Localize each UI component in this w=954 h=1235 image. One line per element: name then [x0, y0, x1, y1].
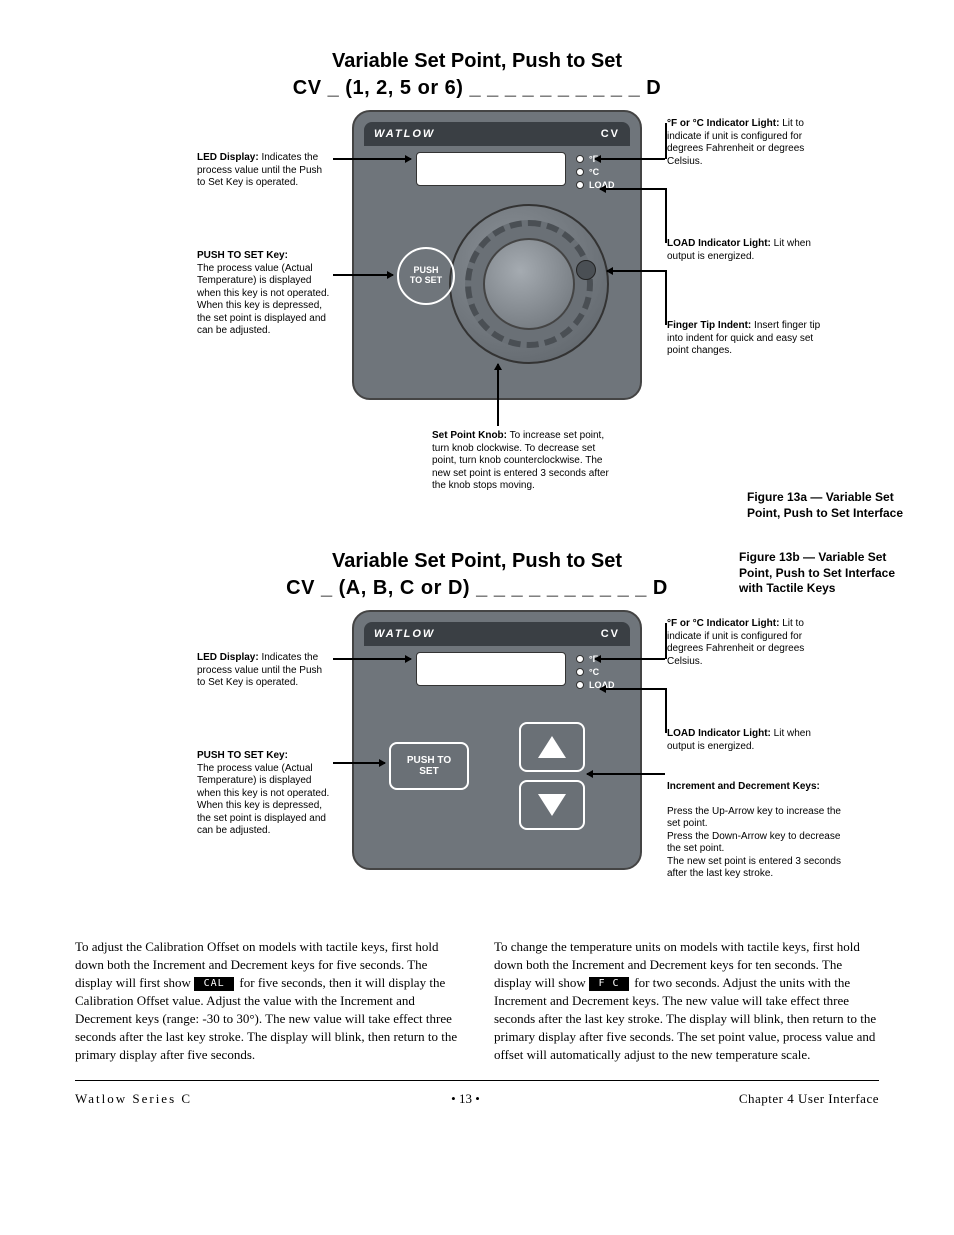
callout-push-label: PUSH TO SET Key: — [197, 250, 288, 261]
arrow-fc2 — [595, 658, 665, 660]
model-label: CV — [601, 128, 620, 140]
callout-load-label: LOAD Indicator Light: — [667, 238, 771, 249]
callout-led2: LED Display: Indicates the process value… — [197, 652, 332, 690]
callout-fc2-label: °F or °C Indicator Light: — [667, 618, 779, 629]
dot-f — [576, 155, 584, 163]
section1-title: Variable Set Point, Push to Set — [75, 50, 879, 73]
callout-knob: Set Point Knob: To increase set point, t… — [432, 430, 612, 493]
body-columns: To adjust the Calibration Offset on mode… — [75, 938, 879, 1064]
footer-rule — [75, 1080, 879, 1081]
led-c: °C — [589, 167, 599, 177]
page-footer: Watlow Series C • 13 • Chapter 4 User In… — [75, 1091, 879, 1107]
push-label2: PUSH TO SET — [407, 755, 451, 777]
arrow-push — [333, 274, 393, 276]
footer-left: Watlow Series C — [75, 1091, 192, 1107]
push-to-set-ring[interactable]: PUSH TO SET — [397, 247, 455, 305]
callout-load2: LOAD Indicator Light: Lit when output is… — [667, 728, 827, 753]
lcd-display2 — [416, 652, 566, 686]
dot-f2 — [576, 655, 584, 663]
footer-center: • 13 • — [451, 1091, 480, 1107]
push-to-set-button[interactable]: PUSH TO SET — [389, 742, 469, 790]
arrow-fc2-v — [665, 623, 667, 659]
callout-push2: PUSH TO SET Key: The process value (Actu… — [197, 750, 332, 838]
knob-assembly[interactable] — [449, 204, 609, 364]
section-1: Variable Set Point, Push to Set CV _ (1,… — [75, 50, 879, 540]
dot-load — [576, 181, 584, 189]
figure-13a-caption: Figure 13a — Variable Set Point, Push to… — [747, 490, 917, 521]
dot-c — [576, 168, 584, 176]
callout-fc-label: °F or °C Indicator Light: — [667, 118, 779, 129]
callout-led2-label: LED Display: — [197, 652, 259, 663]
arrow-led2 — [333, 658, 411, 660]
callout-push: PUSH TO SET Key: The process value (Actu… — [197, 250, 332, 338]
callout-incdec-label: Increment and Decrement Keys: — [667, 781, 820, 792]
arrow-led — [333, 158, 411, 160]
device1-topbar: WATLOW CV — [364, 122, 630, 146]
finger-indent[interactable] — [576, 260, 596, 280]
dot-load2 — [576, 681, 584, 689]
arrow-load-v — [665, 188, 667, 243]
callout-knob-label: Set Point Knob: — [432, 430, 507, 441]
down-arrow-icon — [538, 794, 566, 816]
callout-incdec-text: Press the Up-Arrow key to increase the s… — [667, 806, 841, 880]
arrow-incdec — [587, 773, 665, 775]
arrow-load — [600, 188, 665, 190]
page: Variable Set Point, Push to Set CV _ (1,… — [0, 0, 954, 1235]
device1-panel: WATLOW CV °F °C LOAD PUSH TO SET — [352, 110, 642, 400]
push-label: PUSH TO SET — [410, 266, 442, 286]
callout-fc: °F or °C Indicator Light: Lit to indicat… — [667, 118, 827, 168]
callout-load2-label: LOAD Indicator Light: — [667, 728, 771, 739]
callout-finger-label: Finger Tip Indent: — [667, 320, 751, 331]
callout-push2-label: PUSH TO SET Key: — [197, 750, 288, 761]
up-arrow-icon — [538, 736, 566, 758]
lcd-display — [416, 152, 566, 186]
arrow-finger — [607, 270, 665, 272]
device2-panel: WATLOW CV °F °C LOAD PUSH TO SET — [352, 610, 642, 870]
led-c2: °C — [589, 667, 599, 677]
brand-label: WATLOW — [374, 128, 435, 140]
callout-led-label: LED Display: — [197, 152, 259, 163]
model-label2: CV — [601, 628, 620, 640]
arrow-knob — [497, 364, 499, 426]
brand-label2: WATLOW — [374, 628, 435, 640]
dot-c2 — [576, 668, 584, 676]
col-right: To change the temperature units on model… — [494, 938, 879, 1064]
arrow-push2 — [333, 762, 385, 764]
arrow-fc — [595, 158, 665, 160]
device1-wrap: WATLOW CV °F °C LOAD PUSH TO SET — [207, 110, 747, 540]
figure-13b-caption: Figure 13b — Variable Set Point, Push to… — [739, 550, 909, 597]
arrow-finger-v — [665, 270, 667, 325]
inset-fc: F C — [589, 977, 629, 991]
knob-inner — [483, 238, 575, 330]
callout-led: LED Display: Indicates the process value… — [197, 152, 332, 190]
increment-button[interactable] — [519, 722, 585, 772]
footer-right: Chapter 4 User Interface — [739, 1091, 879, 1107]
section1-subtitle: CV _ (1, 2, 5 or 6) _ _ _ _ _ _ _ _ _ _ … — [75, 77, 879, 100]
callout-incdec: Increment and Decrement Keys: Press the … — [667, 768, 852, 881]
callout-push2-text: The process value (Actual Temperature) i… — [197, 763, 329, 837]
inset-cal: CAL — [194, 977, 234, 991]
callout-finger: Finger Tip Indent: Insert finger tip int… — [667, 320, 827, 358]
callout-push-text: The process value (Actual Temperature) i… — [197, 263, 329, 337]
arrow-load2 — [600, 688, 665, 690]
arrow-fc-v — [665, 123, 667, 159]
arrow-load2-v — [665, 688, 667, 733]
decrement-button[interactable] — [519, 780, 585, 830]
col-left: To adjust the Calibration Offset on mode… — [75, 938, 460, 1064]
knob-outer — [449, 204, 609, 364]
callout-load: LOAD Indicator Light: Lit when output is… — [667, 238, 827, 263]
section-2: Variable Set Point, Push to Set CV _ (A,… — [75, 550, 879, 910]
device2-wrap: WATLOW CV °F °C LOAD PUSH TO SET LED Dis… — [207, 610, 747, 910]
callout-fc2: °F or °C Indicator Light: Lit to indicat… — [667, 618, 827, 668]
device2-topbar: WATLOW CV — [364, 622, 630, 646]
